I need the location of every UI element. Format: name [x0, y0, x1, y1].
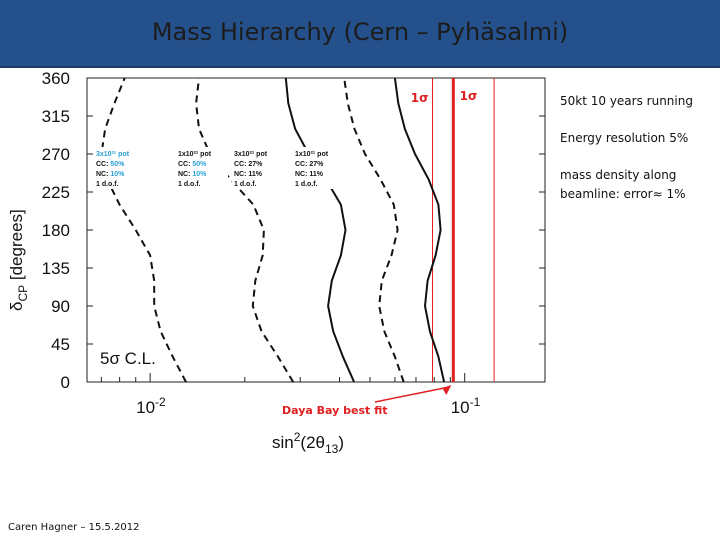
sensitivity-curve-4 [343, 77, 405, 383]
y-tick-label: 270 [42, 145, 70, 164]
sensitivity-curve-3 [284, 77, 356, 383]
x-axis-label: sin2(2θ13) [272, 430, 344, 456]
y-tick-label: 180 [42, 221, 70, 240]
legend-box-1: 3x10²¹ pot CC: 50% NC: 10% 1 d.o.f. [94, 147, 146, 189]
legend-pot: 3x10²¹ pot [96, 151, 130, 158]
title-banner: Mass Hierarchy (Cern – Pyhäsalmi) [0, 0, 720, 68]
sensitivity-curve-2 [195, 77, 295, 383]
y-tick-label: 315 [42, 107, 70, 126]
legend-cc: CC: 27% [295, 161, 324, 168]
x-tick-label: 10-2 [136, 395, 166, 417]
running-conditions: 50kt 10 years running Energy resolution … [560, 92, 720, 222]
sigma-label-right: 1σ [460, 89, 478, 103]
slide-title: Mass Hierarchy (Cern – Pyhäsalmi) [151, 18, 569, 46]
legend-nc: NC: 11% [295, 171, 324, 178]
note-energy-resolution: Energy resolution 5% [560, 131, 689, 145]
legend-box-4: 1x10²¹ pot CC: 27% NC: 11% 1 d.o.f. [293, 147, 345, 189]
legend-dof: 1 d.o.f. [295, 181, 318, 188]
legend-dof: 1 d.o.f. [234, 181, 257, 188]
legend-cc: CC: 50% [96, 161, 125, 168]
legend-cc: CC: 50% [178, 161, 207, 168]
slide-footer: Caren Hagner – 15.5.2012 [8, 522, 140, 533]
legend-pot: 1x10²¹ pot [178, 151, 212, 158]
legend-box-bg [293, 147, 345, 189]
sensitivity-curve-5 [393, 77, 446, 383]
y-tick-label: 360 [42, 69, 70, 88]
sensitivity-curve-1 [100, 77, 187, 383]
y-tick-label: 0 [61, 373, 70, 392]
legend-nc: NC: 10% [178, 171, 207, 178]
legend-dof: 1 d.o.f. [178, 181, 201, 188]
legend-nc: NC: 10% [96, 171, 125, 178]
confidence-level-label: 5σ C.L. [100, 349, 156, 368]
legend-pot: 1x10²¹ pot [295, 151, 329, 158]
sensitivity-chart: 0 45 90 135 180 225 270 315 360 10-2 10-1 1σ 1σ 3x1… [7, 69, 546, 456]
legend-box-bg [176, 147, 228, 189]
note-exposure: 50kt 10 years running [560, 94, 693, 108]
legend-nc: NC: 11% [234, 171, 263, 178]
sigma-label-left: 1σ [411, 91, 429, 105]
legend-box-bg [232, 147, 284, 189]
legend-box-bg [94, 147, 146, 189]
y-tick-label: 225 [42, 183, 70, 202]
legend-box-2: 1x10²¹ pot CC: 50% NC: 10% 1 d.o.f. [176, 147, 228, 189]
y-axis-label: δCP [degrees] [7, 209, 30, 311]
y-tick-label: 45 [51, 335, 70, 354]
plot-frame [86, 77, 546, 383]
y-tick-label: 135 [42, 259, 70, 278]
note-mass-density: mass density along beamline: error≈ 1% [560, 168, 686, 201]
daya-bay-arrow-line [374, 386, 450, 403]
daya-bay-arrow-head [442, 385, 452, 395]
legend-cc: CC: 27% [234, 161, 263, 168]
x-tick-label: 10-1 [451, 395, 481, 417]
legend-pot: 3x10²¹ pot [234, 151, 268, 158]
y-tick-label: 90 [51, 297, 70, 316]
legend-box-3: 3x10²¹ pot CC: 27% NC: 11% 1 d.o.f. [232, 147, 284, 189]
daya-bay-label: Daya Bay best fit [282, 404, 388, 417]
legend-dof: 1 d.o.f. [96, 181, 119, 188]
